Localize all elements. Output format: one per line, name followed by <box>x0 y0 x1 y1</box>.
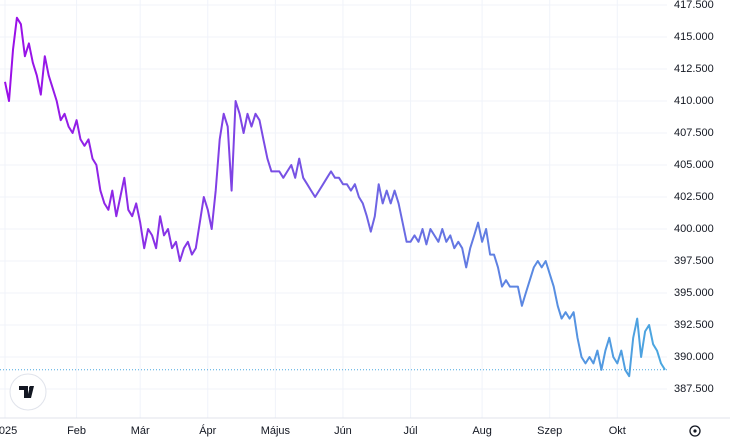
gear[interactable] <box>689 425 701 437</box>
y-tick-label: 395.000 <box>674 287 714 299</box>
y-tick-label: 392.500 <box>674 319 714 331</box>
settings-icon[interactable] <box>689 425 701 437</box>
y-tick-label: 417.500 <box>674 0 714 11</box>
y-tick-label: 410.000 <box>674 95 714 107</box>
y-tick-label: 415.000 <box>674 31 714 43</box>
x-tick-label: Jún <box>334 425 352 437</box>
y-tick-label: 400.000 <box>674 223 714 235</box>
x-tick-label: Aug <box>472 425 492 437</box>
x-tick-label: 2025 <box>0 425 17 437</box>
y-tick-label: 405.000 <box>674 159 714 171</box>
y-tick-label: 402.500 <box>674 191 714 203</box>
x-tick-label: Május <box>261 425 291 437</box>
y-tick-label: 397.500 <box>674 255 714 267</box>
x-tick-label: Szep <box>537 425 562 437</box>
x-tick-label: Ápr <box>199 424 216 437</box>
x-tick-label: Júl <box>404 425 418 437</box>
gear-center <box>693 429 697 433</box>
y-tick-label: 412.500 <box>674 63 714 75</box>
y-tick-label: 390.000 <box>674 351 714 363</box>
x-tick-label: Feb <box>67 425 86 437</box>
price-line <box>4 16 666 378</box>
y-tick-label: 387.500 <box>674 383 714 395</box>
x-tick-label: Már <box>131 425 150 437</box>
x-tick-label: Okt <box>609 425 626 437</box>
tv-logo[interactable] <box>9 373 47 411</box>
y-tick-label: 407.500 <box>674 127 714 139</box>
logo-dot <box>29 386 33 390</box>
